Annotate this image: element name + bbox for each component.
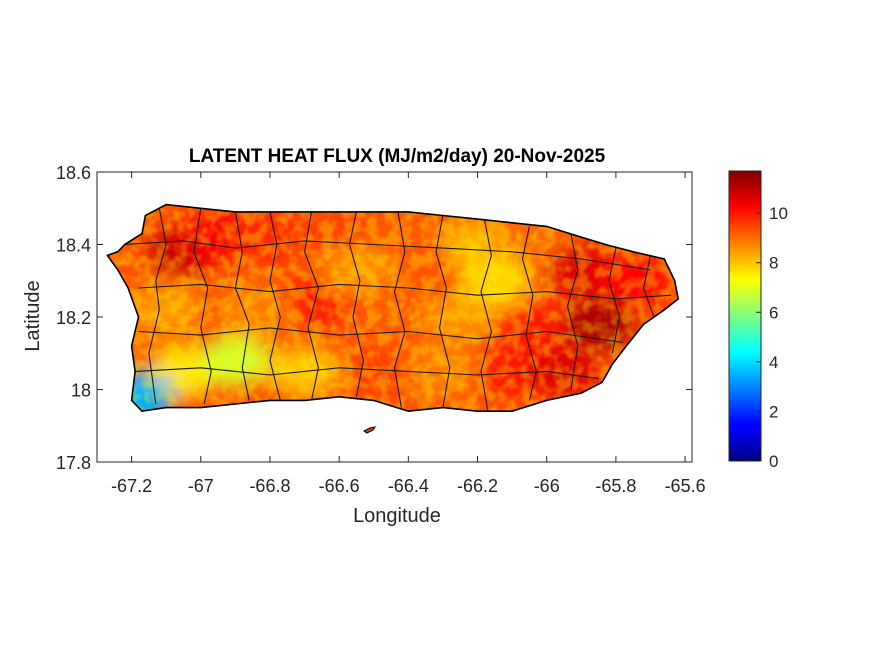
x-tick-label: -66 <box>534 476 560 496</box>
x-tick-label: -65.6 <box>665 476 706 496</box>
x-tick-label: -65.8 <box>595 476 636 496</box>
x-axis-label: Longitude <box>353 505 441 527</box>
municipal-boundaries <box>124 208 672 412</box>
map-plot-area <box>96 171 693 463</box>
colorbar-tick-label: 8 <box>769 254 778 273</box>
municipal-boundary <box>643 255 655 318</box>
municipal-boundary <box>521 226 537 401</box>
offshore-islet <box>363 426 377 434</box>
y-axis: 17.8 18 18.2 18.4 18.6 <box>56 163 692 473</box>
municipal-boundary <box>124 240 651 271</box>
municipal-boundary <box>269 211 281 401</box>
x-tick-label: -67 <box>188 476 214 496</box>
municipal-boundary <box>435 215 451 408</box>
municipal-boundary <box>234 211 250 401</box>
municipal-boundary <box>138 327 623 343</box>
heat-field <box>107 204 679 412</box>
x-tick-label: -66.2 <box>457 476 498 496</box>
colorbar-tick-label: 10 <box>769 204 788 223</box>
municipal-boundary <box>566 233 579 390</box>
x-tick-label: -66.6 <box>319 476 360 496</box>
colorbar-tick-label: 0 <box>769 452 778 471</box>
colorbar-tick-label: 4 <box>769 353 778 372</box>
chart-title: LATENT HEAT FLUX (MJ/m2/day) 20-Nov-2025 <box>189 146 606 167</box>
y-axis-label: Latitude <box>22 280 44 351</box>
colorbar-tick-label: 2 <box>769 402 778 421</box>
y-tick-label: 17.8 <box>56 453 91 473</box>
x-tick-label: -66.8 <box>249 476 290 496</box>
colorbar: 0 2 4 6 8 10 <box>728 170 788 471</box>
y-tick-label: 18.2 <box>56 308 91 328</box>
y-tick-label: 18.4 <box>56 236 91 256</box>
colorbar-gradient <box>728 170 762 462</box>
x-axis: -67.2 -67 -66.8 -66.6 -66.4 -66.2 -66 -65.8 -65.… <box>111 172 706 496</box>
municipal-boundary <box>148 208 167 405</box>
municipal-boundary <box>135 367 599 380</box>
island-outline <box>106 203 680 413</box>
x-tick-label: -66.4 <box>388 476 429 496</box>
x-tick-label: -67.2 <box>111 476 152 496</box>
colorbar-tick-label: 6 <box>769 303 778 322</box>
y-tick-label: 18 <box>71 381 91 401</box>
municipal-boundary <box>193 208 212 405</box>
municipal-boundary <box>304 211 319 401</box>
municipal-boundary <box>480 218 492 412</box>
municipal-boundary <box>138 283 672 300</box>
colorbar-ticks: 0 2 4 6 8 10 <box>756 204 788 471</box>
municipal-boundary <box>393 211 406 408</box>
y-tick-label: 18.6 <box>56 163 91 183</box>
municipal-boundary <box>348 211 364 397</box>
